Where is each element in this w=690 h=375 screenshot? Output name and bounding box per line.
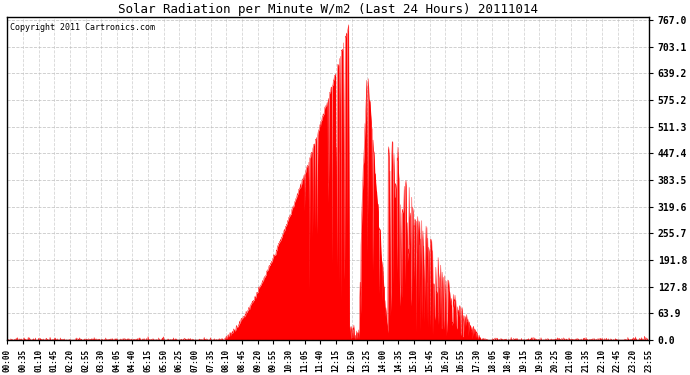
Text: Copyright 2011 Cartronics.com: Copyright 2011 Cartronics.com (10, 23, 155, 32)
Title: Solar Radiation per Minute W/m2 (Last 24 Hours) 20111014: Solar Radiation per Minute W/m2 (Last 24… (118, 3, 538, 16)
